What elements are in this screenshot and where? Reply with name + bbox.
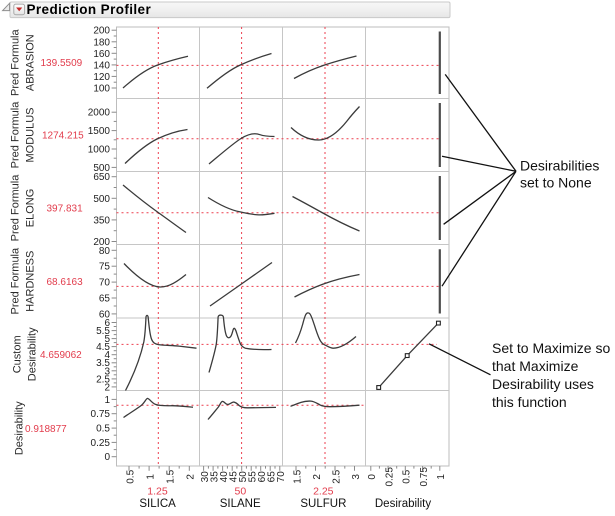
svg-text:Pred Formula: Pred Formula [10,29,22,97]
svg-text:0.25: 0.25 [384,467,395,487]
svg-text:140: 140 [93,60,110,71]
svg-text:Custom: Custom [12,335,24,373]
svg-text:Pred Formula: Pred Formula [10,174,22,242]
svg-text:65: 65 [267,471,278,483]
svg-text:397.831: 397.831 [47,204,84,215]
svg-text:Desirability uses: Desirability uses [492,376,594,392]
svg-text:0.5: 0.5 [125,469,136,483]
svg-text:70: 70 [99,278,111,289]
svg-text:MODULUS: MODULUS [24,107,36,162]
svg-text:6: 6 [104,318,110,329]
svg-text:120: 120 [93,72,110,83]
svg-text:139.5509: 139.5509 [41,58,83,69]
svg-text:that Maximize: that Maximize [492,358,579,374]
svg-text:2.5: 2.5 [331,469,342,483]
svg-text:40: 40 [219,471,230,483]
svg-text:Desirability: Desirability [27,327,39,381]
svg-text:ELONG: ELONG [24,189,36,228]
svg-text:80: 80 [99,246,111,257]
svg-text:1500: 1500 [88,126,111,137]
svg-text:Desirabilities: Desirabilities [520,158,599,174]
svg-text:1000: 1000 [88,145,111,156]
svg-text:55: 55 [248,471,259,483]
svg-text:0: 0 [367,474,378,480]
svg-text:2: 2 [186,474,197,480]
svg-text:SILANE: SILANE [220,498,261,510]
svg-text:0: 0 [104,452,110,463]
svg-text:0.25: 0.25 [91,438,111,449]
svg-text:50: 50 [238,471,249,483]
svg-text:3: 3 [104,366,110,377]
svg-text:650: 650 [93,172,110,183]
svg-text:HARDNESS: HARDNESS [24,251,36,312]
svg-text:350: 350 [93,215,110,226]
svg-text:ABRASION: ABRASION [24,34,36,91]
svg-text:0.5: 0.5 [402,469,413,483]
svg-text:70: 70 [276,471,287,483]
svg-text:1: 1 [104,395,110,406]
svg-text:50: 50 [235,486,247,498]
svg-text:1: 1 [145,474,156,480]
svg-text:100: 100 [93,84,110,95]
svg-text:SULFUR: SULFUR [300,498,346,510]
svg-text:Set to Maximize so: Set to Maximize so [492,340,610,356]
svg-text:3: 3 [351,474,362,480]
svg-text:Pred Formula: Pred Formula [10,101,22,169]
svg-text:180: 180 [93,37,110,48]
svg-text:0.75: 0.75 [91,409,111,420]
svg-text:Desirability: Desirability [13,401,25,455]
svg-text:2: 2 [104,382,110,393]
svg-text:1.25: 1.25 [147,486,168,498]
svg-text:45: 45 [229,471,240,483]
svg-text:1.5: 1.5 [166,469,177,483]
svg-text:Prediction Profiler: Prediction Profiler [27,2,152,17]
svg-text:4.659062: 4.659062 [40,350,82,361]
svg-text:500: 500 [93,163,110,174]
svg-text:30: 30 [200,471,211,483]
svg-text:60: 60 [99,309,111,320]
svg-text:Desirability: Desirability [375,498,431,510]
svg-text:4.5: 4.5 [96,342,110,353]
svg-text:this function: this function [492,394,567,410]
svg-text:5: 5 [104,334,110,345]
svg-text:2000: 2000 [88,108,111,119]
svg-text:2.25: 2.25 [313,486,334,498]
svg-text:0.75: 0.75 [419,467,430,487]
svg-text:5.5: 5.5 [96,326,110,337]
svg-text:1274.215: 1274.215 [42,131,84,142]
svg-text:160: 160 [93,49,110,60]
svg-text:3.5: 3.5 [96,358,110,369]
svg-text:4: 4 [104,350,110,361]
svg-text:0.918877: 0.918877 [25,424,67,435]
svg-text:1.5: 1.5 [292,469,303,483]
svg-text:60: 60 [257,471,268,483]
svg-text:2: 2 [312,474,323,480]
svg-text:75: 75 [99,262,111,273]
svg-text:SILICA: SILICA [139,498,176,510]
svg-text:1: 1 [436,474,447,480]
svg-text:Pred Formula: Pred Formula [10,247,22,315]
svg-text:200: 200 [93,26,110,37]
svg-text:500: 500 [93,194,110,205]
svg-text:65: 65 [99,294,111,305]
svg-text:2.5: 2.5 [96,374,110,385]
svg-text:35: 35 [209,471,220,483]
svg-text:68.6163: 68.6163 [47,277,84,288]
svg-text:200: 200 [93,237,110,248]
svg-text:set to None: set to None [520,174,592,190]
svg-text:0.5: 0.5 [96,424,110,435]
